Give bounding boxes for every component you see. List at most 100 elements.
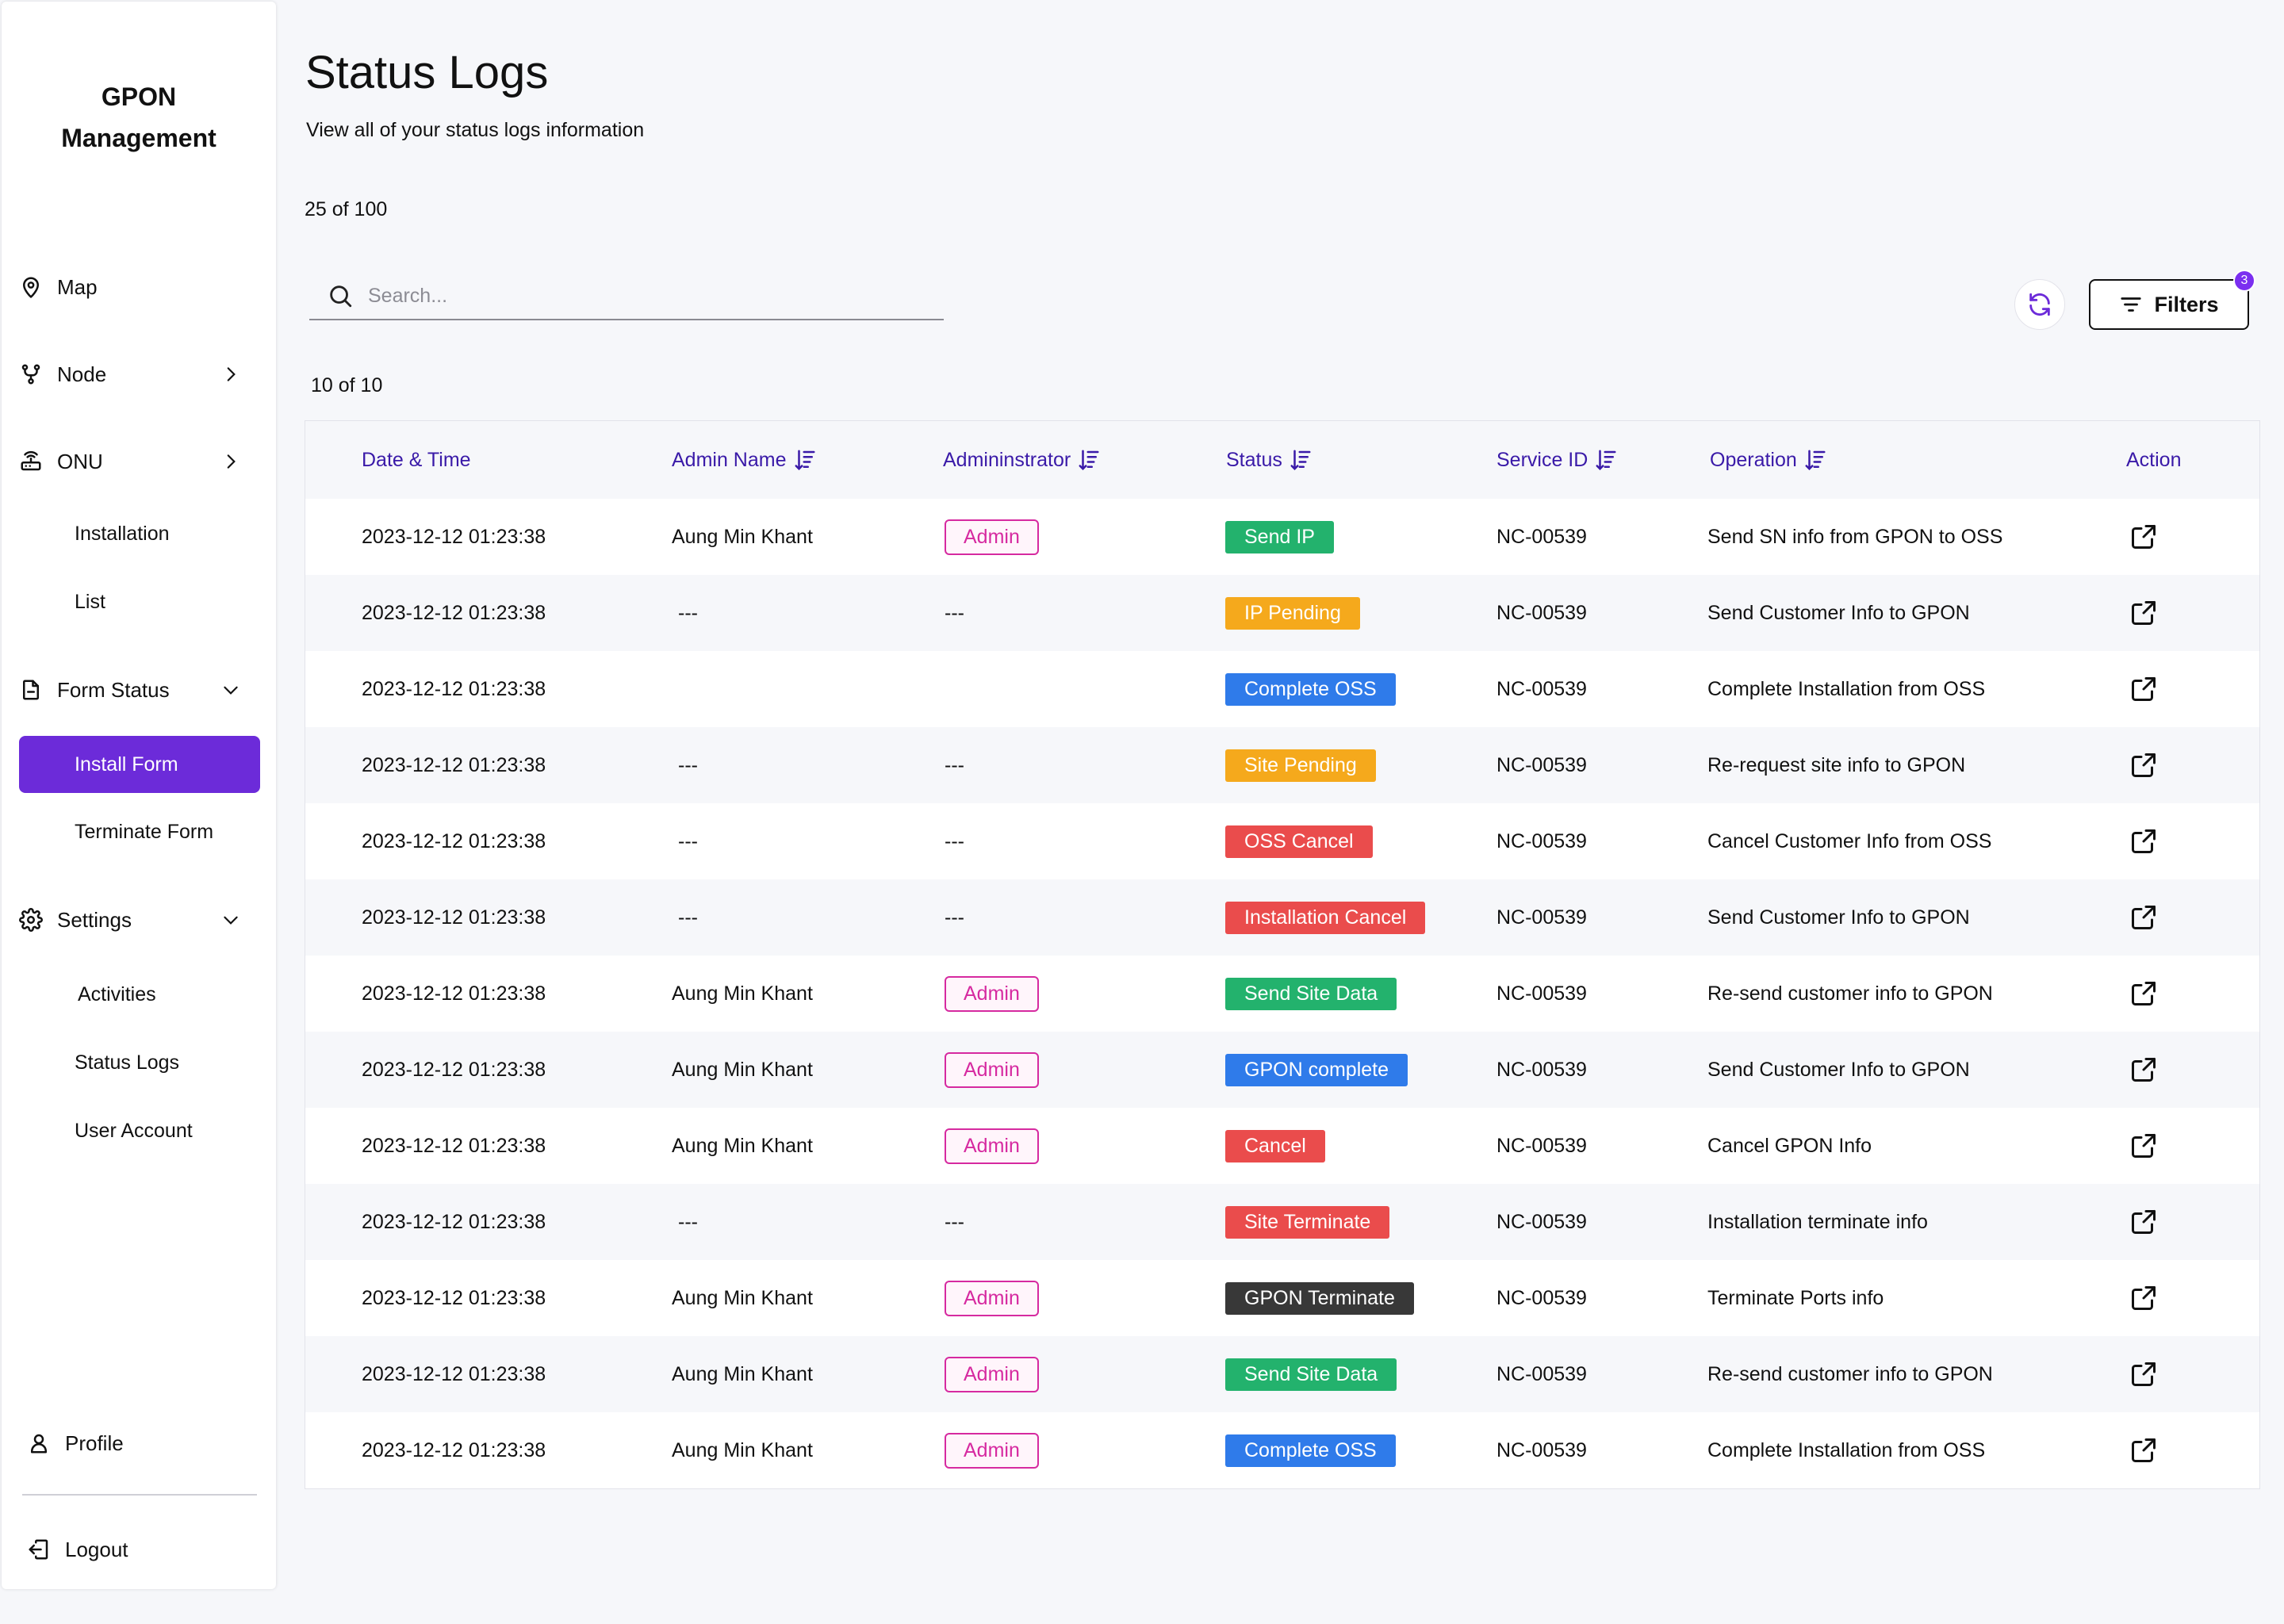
cell-operation: Send Customer Info to GPON xyxy=(1707,601,1970,624)
cell-datetime: 2023-12-12 01:23:38 xyxy=(362,601,546,624)
cell-administrator: Admin xyxy=(945,1412,1039,1488)
sidebar-item-node[interactable]: Node xyxy=(19,347,265,401)
external-link-icon[interactable] xyxy=(2129,1055,2158,1084)
external-link-icon[interactable] xyxy=(2129,751,2158,779)
brand-line-2: Management xyxy=(61,124,217,152)
column-header-administrator[interactable]: Admininstrator xyxy=(943,421,1101,499)
sidebar-item-settings[interactable]: Settings xyxy=(19,893,265,947)
status-badge: GPON Terminate xyxy=(1225,1281,1414,1315)
sidebar-item-logout[interactable]: Logout xyxy=(27,1522,273,1576)
sidebar-item-user-account[interactable]: User Account xyxy=(75,1120,193,1142)
sidebar-item-install-form[interactable]: Install Form xyxy=(19,736,260,793)
cell-admin-name: Aung Min Khant xyxy=(672,1058,813,1081)
logout-icon xyxy=(27,1538,51,1561)
external-link-icon[interactable] xyxy=(2129,1208,2158,1236)
column-header-operation[interactable]: Operation xyxy=(1710,421,1827,499)
search-input[interactable] xyxy=(368,284,907,308)
column-header-status[interactable]: Status xyxy=(1226,421,1313,499)
column-header-service-id[interactable]: Service ID xyxy=(1496,421,1618,499)
external-link-icon[interactable] xyxy=(2129,1360,2158,1388)
sidebar-item-label: Logout xyxy=(65,1537,128,1561)
sidebar-item-map[interactable]: Map xyxy=(19,260,265,314)
cell-status: Complete OSS xyxy=(1225,651,1396,727)
cell-service-id: NC-00539 xyxy=(1496,601,1587,624)
status-badge: GPON complete xyxy=(1225,1053,1408,1086)
status-logs-table: Date & Time Admin Name Admininstrator St… xyxy=(305,420,2260,1489)
cell-admin-name: Aung Min Khant xyxy=(672,1134,813,1157)
page-title: Status Logs xyxy=(305,47,549,98)
sidebar-item-activities[interactable]: Activities xyxy=(78,983,156,1005)
git-branch-icon xyxy=(19,362,43,386)
admin-role-badge: Admin xyxy=(945,1280,1039,1316)
cell-operation: Send Customer Info to GPON xyxy=(1707,906,1970,929)
sidebar-item-onu[interactable]: ONU xyxy=(19,435,265,488)
brand-line-1: GPON xyxy=(101,82,177,111)
status-badge: Complete OSS xyxy=(1225,1434,1396,1467)
external-link-icon[interactable] xyxy=(2129,675,2158,703)
table-row: 2023-12-12 01:23:38 --- --- IP Pending NC-00… xyxy=(305,575,2259,651)
status-badge: Complete OSS xyxy=(1225,672,1396,706)
sidebar-divider xyxy=(22,1494,257,1496)
column-header-datetime[interactable]: Date & Time xyxy=(362,421,471,499)
page-subtitle: View all of your status logs information xyxy=(306,119,645,141)
sort-icon[interactable] xyxy=(1077,448,1101,472)
cell-admin-name: Aung Min Khant xyxy=(672,1438,813,1461)
brand-logo: GPON Management xyxy=(2,76,276,159)
column-header-label: Admininstrator xyxy=(943,448,1071,471)
sidebar-item-label: Settings xyxy=(57,907,132,932)
external-link-icon[interactable] xyxy=(2129,1436,2158,1465)
cell-operation: Cancel GPON Info xyxy=(1707,1134,1872,1157)
cell-datetime: 2023-12-12 01:23:38 xyxy=(362,1286,546,1309)
column-header-label: Status xyxy=(1226,448,1282,471)
sidebar-item-list[interactable]: List xyxy=(75,591,105,613)
sidebar-item-label: Install Form xyxy=(75,753,178,776)
external-link-icon[interactable] xyxy=(2129,903,2158,932)
cell-status: Site Terminate xyxy=(1225,1184,1390,1260)
status-badge: Site Pending xyxy=(1225,749,1376,782)
cell-admin-name: --- xyxy=(678,906,698,929)
chevron-right-icon xyxy=(220,364,241,385)
external-link-icon[interactable] xyxy=(2129,523,2158,551)
sidebar-item-form-status[interactable]: Form Status xyxy=(19,663,265,717)
cell-datetime: 2023-12-12 01:23:38 xyxy=(362,525,546,548)
external-link-icon[interactable] xyxy=(2129,979,2158,1008)
sidebar-item-terminate-form[interactable]: Terminate Form xyxy=(75,821,214,843)
column-header-label: Admin Name xyxy=(672,448,787,471)
sidebar-item-installation[interactable]: Installation xyxy=(75,523,170,545)
external-link-icon[interactable] xyxy=(2129,827,2158,856)
cell-service-id: NC-00539 xyxy=(1496,525,1587,548)
cell-service-id: NC-00539 xyxy=(1496,829,1587,852)
admin-role-badge: Admin xyxy=(945,1128,1039,1164)
external-link-icon[interactable] xyxy=(2129,1284,2158,1312)
refresh-icon xyxy=(2026,291,2053,318)
cell-admin-name: --- xyxy=(678,601,698,624)
table-count: 10 of 10 xyxy=(311,374,383,396)
cell-datetime: 2023-12-12 01:23:38 xyxy=(362,677,546,700)
cell-operation: Re-send customer info to GPON xyxy=(1707,982,1993,1005)
refresh-button[interactable] xyxy=(2014,279,2065,330)
cell-admin-name: Aung Min Khant xyxy=(672,525,813,548)
sidebar-item-profile[interactable]: Profile xyxy=(27,1416,273,1470)
sidebar-item-status-logs[interactable]: Status Logs xyxy=(75,1051,180,1074)
admin-role-badge: Admin xyxy=(945,1432,1039,1469)
status-badge: Send Site Data xyxy=(1225,977,1397,1010)
cell-service-id: NC-00539 xyxy=(1496,906,1587,929)
sort-icon[interactable] xyxy=(793,448,817,472)
external-link-icon[interactable] xyxy=(2129,599,2158,627)
cell-service-id: NC-00539 xyxy=(1496,1438,1587,1461)
cell-admin-name: Aung Min Khant xyxy=(672,1362,813,1385)
filters-button[interactable]: Filters xyxy=(2089,279,2249,330)
cell-datetime: 2023-12-12 01:23:38 xyxy=(362,982,546,1005)
cell-datetime: 2023-12-12 01:23:38 xyxy=(362,906,546,929)
cell-administrator: Admin xyxy=(945,499,1039,575)
external-link-icon[interactable] xyxy=(2129,1132,2158,1160)
table-row: 2023-12-12 01:23:38 --- --- Site Terminate N… xyxy=(305,1184,2259,1260)
cell-status: Installation Cancel xyxy=(1225,879,1426,956)
sort-icon[interactable] xyxy=(1803,448,1827,472)
table-row: 2023-12-12 01:23:38 Aung Min Khant Admin Se… xyxy=(305,499,2259,575)
sort-icon[interactable] xyxy=(1289,448,1313,472)
column-header-admin-name[interactable]: Admin Name xyxy=(672,421,817,499)
column-header-label: Operation xyxy=(1710,448,1797,471)
cell-service-id: NC-00539 xyxy=(1496,1362,1587,1385)
sort-icon[interactable] xyxy=(1594,448,1618,472)
